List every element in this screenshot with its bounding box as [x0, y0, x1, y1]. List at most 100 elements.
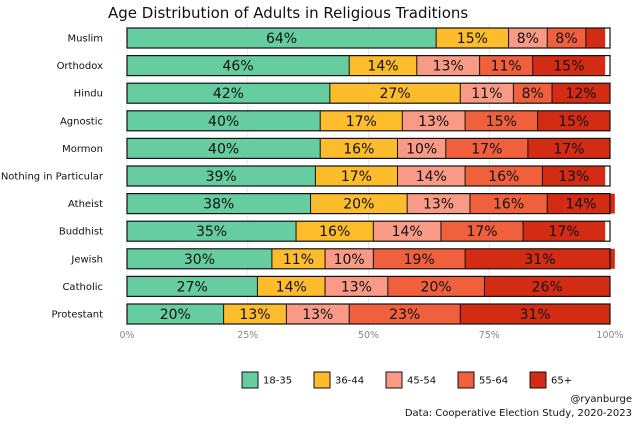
category-label: Nothing in Particular	[1, 172, 104, 183]
legend-label: 65+	[551, 376, 572, 387]
bar-row: 46% 14% 13% 11% 15%	[126, 54, 611, 77]
data-label: 13%	[418, 114, 449, 130]
data-label: 31%	[524, 252, 555, 268]
bar-segment	[527, 138, 610, 159]
legend-swatch	[457, 371, 475, 389]
bar-segment	[127, 221, 297, 242]
data-label: 13%	[239, 307, 270, 323]
bar-segment	[286, 304, 350, 324]
bar-segment	[537, 110, 610, 131]
data-label: 13%	[302, 307, 333, 323]
x-tick-label: 75%	[479, 330, 500, 341]
bar-segment	[127, 138, 321, 159]
legend-item: 36-44	[313, 371, 364, 389]
bar-segment	[402, 110, 466, 131]
bar-segment	[387, 276, 485, 297]
bar-segment	[127, 276, 258, 297]
legend-swatch	[241, 371, 259, 389]
bar-outline	[126, 165, 611, 187]
x-tick-label: 25%	[237, 330, 258, 341]
bar-row: 64% 15% 8% 8%	[126, 27, 611, 49]
legend-item: 45-54	[385, 371, 436, 389]
bar-segment	[271, 248, 326, 269]
bar-segment	[127, 193, 311, 214]
bar-segment	[257, 276, 326, 297]
bar-segment	[127, 28, 437, 48]
bar-segment	[508, 28, 548, 48]
category-label: Hindu	[74, 89, 103, 100]
bar-segment	[552, 83, 610, 104]
data-label: 13%	[558, 169, 589, 185]
category-label: Jewish	[70, 254, 103, 265]
bar-row: 35% 16% 14% 17% 17%	[126, 220, 611, 242]
bar-segment	[469, 193, 548, 214]
bar-segment	[460, 304, 610, 324]
data-label: 16%	[488, 169, 519, 185]
data-label: 13%	[341, 279, 372, 295]
category-label: Agnostic	[60, 116, 103, 127]
data-label: 23%	[389, 307, 420, 323]
data-label: 46%	[223, 59, 254, 75]
data-label: 14%	[367, 59, 398, 75]
data-label: 10%	[406, 141, 437, 157]
bar-row: 27% 14% 13% 20% 26%	[126, 275, 611, 297]
bar-segment	[320, 110, 403, 131]
bar-segment	[325, 248, 374, 269]
data-label: 27%	[177, 279, 208, 295]
data-label: 35%	[196, 224, 227, 240]
data-label: 39%	[206, 169, 237, 185]
legend-swatch	[529, 371, 547, 389]
legend: 18-35 36-44 45-54 55-64 65+	[241, 371, 572, 389]
data-label: 11%	[491, 59, 522, 75]
bar-outline	[126, 110, 611, 132]
bar-segment	[320, 138, 398, 159]
data-label: 40%	[208, 114, 239, 130]
legend-label: 18-35	[263, 376, 292, 387]
data-label: 17%	[466, 224, 497, 240]
bar-segment	[445, 138, 528, 159]
data-label: 15%	[553, 59, 584, 75]
data-label: 20%	[160, 307, 191, 323]
data-label: 14%	[276, 279, 307, 295]
bar-segment	[484, 276, 610, 297]
bar-segment	[465, 110, 538, 131]
bar-segment	[127, 166, 316, 186]
data-label: 17%	[471, 141, 502, 157]
bar-segment	[127, 55, 350, 76]
bar-outline	[126, 275, 611, 297]
data-label: 17%	[549, 224, 580, 240]
bar-row: 40% 16% 10% 17% 17%	[126, 137, 611, 159]
data-label: 8%	[555, 31, 577, 47]
data-label: 16%	[343, 141, 374, 157]
bar-segment	[310, 193, 408, 214]
legend-item: 65+	[529, 371, 572, 389]
data-label: 10%	[334, 252, 365, 268]
bar-outline	[126, 220, 611, 242]
category-labels: Muslim Orthodox Hindu Agnostic Mormon Nothing…	[1, 34, 104, 321]
data-label: 13%	[433, 59, 464, 75]
bar-segment	[397, 138, 446, 159]
bar-segment	[325, 276, 388, 297]
bar-segment	[416, 55, 480, 76]
category-label: Buddhist	[59, 227, 103, 238]
category-label: Catholic	[62, 282, 103, 293]
category-label: Orthodox	[57, 61, 104, 72]
legend-label: 36-44	[335, 376, 364, 387]
x-tick-label: 0%	[119, 330, 134, 341]
data-label: 14%	[416, 169, 447, 185]
data-label: 38%	[203, 197, 234, 213]
bar-segment	[407, 193, 470, 214]
bar-outline	[126, 303, 611, 325]
bar-row: 30% 11% 10% 19% 31%	[126, 248, 615, 270]
bar-segment	[127, 83, 330, 104]
data-label: 8%	[517, 31, 539, 47]
bar-row: 39% 17% 14% 16% 13%	[126, 165, 611, 187]
bar-segment	[523, 221, 606, 242]
data-label: 20%	[421, 279, 452, 295]
bar-outline	[126, 82, 611, 104]
data-label: 64%	[266, 31, 297, 47]
x-axis-ticks: 0% 25% 50% 75% 100%	[119, 330, 623, 341]
category-label: Protestant	[52, 310, 104, 321]
bar-segment	[223, 304, 287, 324]
